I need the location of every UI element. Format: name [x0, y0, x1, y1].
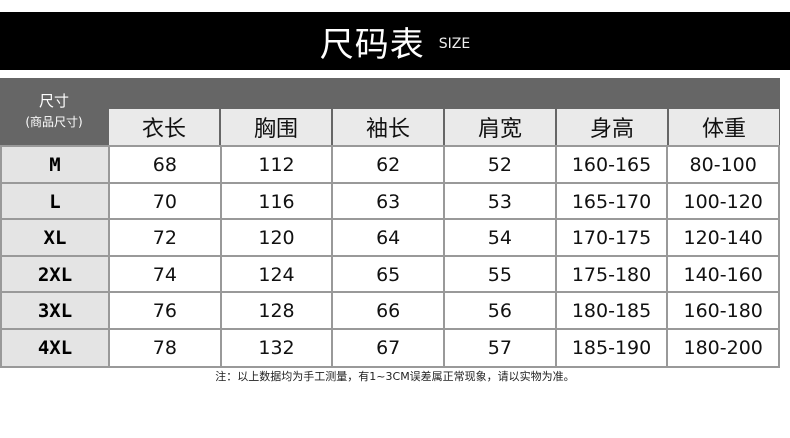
value-cell: 67: [331, 329, 443, 366]
value-cell: 160-180: [666, 293, 781, 329]
value-cell: 64: [331, 220, 443, 256]
size-header-sublabel: (商品尺寸): [25, 115, 83, 129]
table-row: L 70 116 63 53 165-170 100-120: [0, 181, 781, 220]
value-cell: 100-120: [666, 183, 781, 220]
value-cell: 76: [108, 293, 220, 329]
size-header-label: 尺寸: [38, 92, 69, 110]
value-cell: 53: [443, 183, 555, 220]
size-cell: XL: [0, 220, 108, 256]
value-cell: 165-170: [554, 183, 667, 220]
table-row: XL 72 120 64 54 170-175 120-140: [0, 218, 781, 256]
column-header: 体重: [669, 109, 779, 145]
value-cell: 68: [108, 147, 220, 183]
size-cell: 4XL: [0, 329, 108, 366]
column-header: 肩宽: [445, 109, 555, 145]
size-cell: L: [0, 183, 108, 220]
size-table: 尺寸 (商品尺寸) 衣长 胸围 袖长 肩宽 身高 体重 M 68 112 62 52 16…: [0, 78, 781, 368]
page-subtitle: SIZE: [438, 36, 471, 52]
value-cell: 57: [443, 329, 555, 366]
table-row: M 68 112 62 52 160-165 80-100: [0, 145, 781, 183]
value-cell: 80-100: [666, 147, 781, 183]
value-cell: 120: [219, 220, 332, 256]
value-cell: 70: [108, 183, 220, 220]
value-cell: 55: [443, 256, 555, 293]
size-header-cell: 尺寸 (商品尺寸): [0, 78, 108, 145]
header-row: 衣长 胸围 袖长 肩宽 身高 体重: [108, 108, 780, 145]
value-cell: 128: [219, 293, 332, 329]
size-cell: 3XL: [0, 293, 108, 329]
size-cell: M: [0, 147, 108, 183]
value-cell: 180-200: [666, 329, 781, 366]
value-cell: 72: [108, 220, 220, 256]
value-cell: 56: [443, 293, 555, 329]
table-row: 3XL 76 128 66 56 180-185 160-180: [0, 291, 781, 329]
title-banner: 尺码表 SIZE: [0, 12, 790, 70]
value-cell: 63: [331, 183, 443, 220]
value-cell: 140-160: [666, 256, 781, 293]
value-cell: 54: [443, 220, 555, 256]
value-cell: 62: [331, 147, 443, 183]
table-row: 2XL 74 124 65 55 175-180 140-160: [0, 254, 781, 293]
footnote: 注：以上数据均为手工测量，有1~3CM误差属正常现象，请以实物为准。: [215, 370, 575, 383]
value-cell: 175-180: [554, 256, 667, 293]
value-cell: 185-190: [554, 329, 667, 366]
value-cell: 78: [108, 329, 220, 366]
table-row: 4XL 78 132 67 57 185-190 180-200: [0, 327, 781, 368]
column-header: 胸围: [221, 109, 331, 145]
value-cell: 132: [219, 329, 332, 366]
value-cell: 66: [331, 293, 443, 329]
column-header: 身高: [557, 109, 667, 145]
value-cell: 170-175: [554, 220, 667, 256]
size-cell: 2XL: [0, 256, 108, 293]
column-header: 衣长: [109, 109, 219, 145]
value-cell: 52: [443, 147, 555, 183]
page-title: 尺码表: [319, 24, 425, 65]
value-cell: 65: [331, 256, 443, 293]
value-cell: 120-140: [666, 220, 781, 256]
value-cell: 160-165: [554, 147, 667, 183]
value-cell: 116: [219, 183, 332, 220]
header-band: [108, 78, 780, 108]
value-cell: 180-185: [554, 293, 667, 329]
column-header: 袖长: [333, 109, 443, 145]
value-cell: 124: [219, 256, 332, 293]
value-cell: 112: [219, 147, 332, 183]
value-cell: 74: [108, 256, 220, 293]
